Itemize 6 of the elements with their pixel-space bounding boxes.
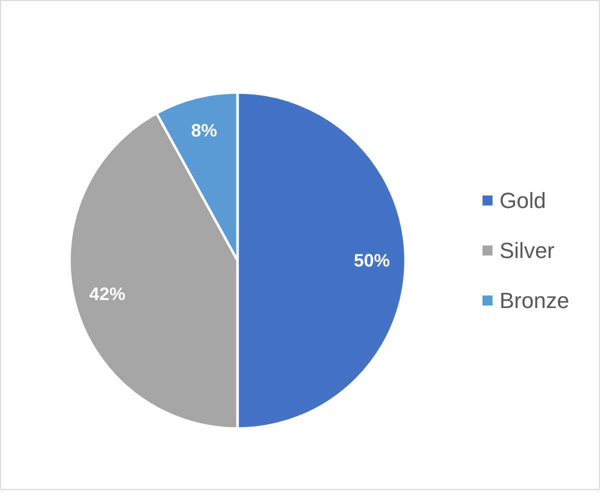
data-label: 42% — [89, 284, 126, 304]
legend-label: Silver — [500, 238, 555, 263]
data-label: 8% — [191, 120, 218, 140]
data-label: 50% — [354, 250, 390, 270]
legend-label: Bronze — [500, 288, 570, 313]
legend-label: Gold — [500, 188, 546, 213]
